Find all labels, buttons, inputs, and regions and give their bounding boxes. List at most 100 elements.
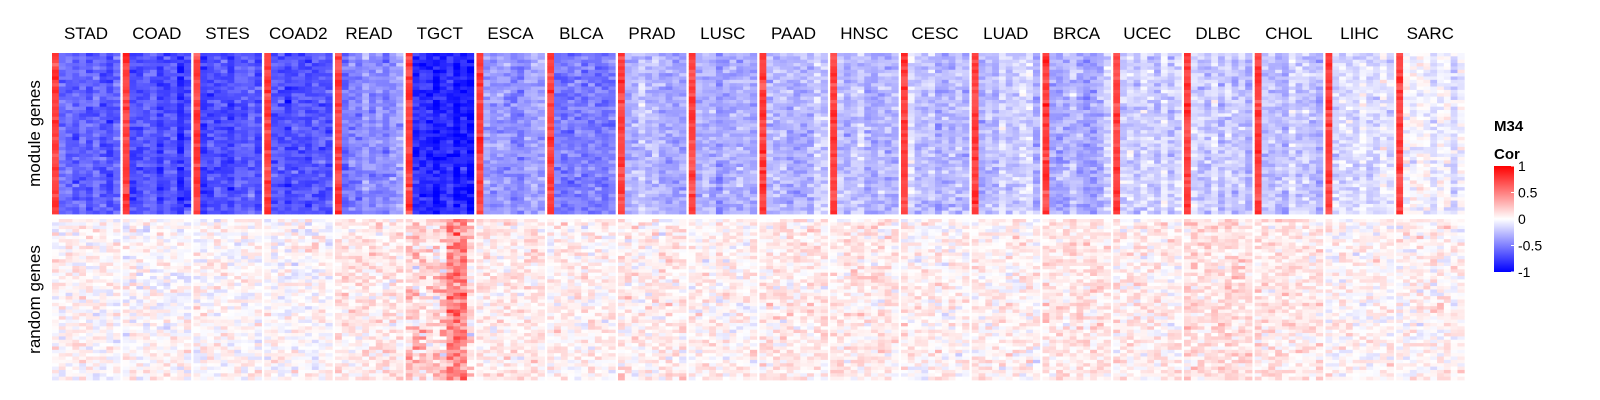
heatmap-cell — [136, 180, 144, 185]
heatmap-cell — [311, 242, 320, 247]
heatmap-cell — [305, 299, 313, 304]
heatmap-cell — [149, 366, 158, 371]
heatmap-cell — [92, 207, 100, 212]
heatmap-cell — [213, 89, 222, 94]
heatmap-cell — [341, 272, 349, 277]
heatmap-cell — [136, 187, 144, 191]
heatmap-cell — [348, 150, 356, 155]
heatmap-cell — [341, 326, 349, 331]
heatmap-cell — [143, 210, 151, 215]
heatmap-cell — [227, 207, 235, 212]
heatmap-cell — [277, 242, 286, 247]
heatmap-cell — [79, 316, 87, 321]
heatmap-cell — [264, 200, 272, 205]
heatmap-cell — [426, 83, 434, 87]
heatmap-cell — [156, 363, 164, 367]
heatmap-cell — [86, 203, 94, 208]
heatmap-cell — [183, 110, 192, 114]
heatmap-cell — [52, 373, 60, 378]
heatmap-cell — [396, 99, 404, 104]
heatmap-cell — [335, 136, 343, 141]
heatmap-cell — [170, 272, 178, 277]
heatmap-cell — [355, 363, 363, 367]
heatmap-cell — [348, 322, 356, 327]
heatmap-cell — [355, 113, 363, 118]
heatmap-cell — [375, 343, 383, 347]
heatmap-cell — [396, 366, 404, 371]
heatmap-cell — [106, 136, 114, 141]
heatmap-cell — [291, 366, 299, 371]
heatmap-cell — [52, 262, 60, 267]
heatmap-cell — [163, 259, 171, 263]
heatmap-cell — [143, 126, 151, 131]
heatmap-cell — [325, 319, 333, 324]
heatmap-cell — [79, 79, 87, 84]
heatmap-cell — [271, 272, 279, 277]
heatmap-cell — [355, 259, 363, 263]
heatmap-cell — [52, 113, 60, 118]
heatmap-cell — [348, 116, 356, 121]
heatmap-cell — [129, 173, 137, 178]
heatmap-cell — [348, 56, 356, 61]
heatmap-cell — [426, 93, 434, 97]
heatmap-cell — [183, 193, 192, 198]
heatmap-cell — [318, 239, 326, 243]
heatmap-cell — [92, 239, 100, 243]
heatmap-cell — [318, 83, 326, 87]
heatmap-cell — [348, 190, 356, 195]
heatmap-cell — [213, 207, 222, 212]
heatmap-cell — [163, 346, 171, 351]
heatmap-cell — [65, 116, 73, 121]
heatmap-cell — [163, 79, 171, 84]
heatmap-cell — [369, 279, 377, 284]
heatmap-cell — [143, 306, 151, 310]
heatmap-cell — [99, 269, 107, 274]
heatmap-cell — [143, 276, 151, 280]
heatmap-cell — [86, 140, 94, 144]
heatmap-cell — [254, 120, 262, 124]
heatmap-cell — [113, 276, 121, 280]
heatmap-cell — [149, 316, 158, 321]
heatmap-cell — [375, 63, 383, 67]
heatmap-cell — [341, 66, 349, 71]
heatmap-cell — [129, 346, 137, 351]
heatmap-cell — [65, 363, 73, 367]
heatmap-cell — [369, 130, 377, 134]
heatmap-cell — [305, 110, 313, 114]
heatmap-cell — [92, 269, 100, 274]
heatmap-cell — [271, 259, 279, 263]
heatmap-cell — [170, 255, 178, 260]
heatmap-cell — [466, 66, 475, 71]
heatmap-cell — [113, 222, 121, 227]
heatmap-cell — [99, 160, 107, 165]
heatmap-cell — [389, 150, 397, 155]
heatmap-cell — [426, 69, 434, 74]
heatmap-cell — [183, 177, 192, 181]
heatmap-cell — [106, 173, 114, 178]
heatmap-cell — [396, 286, 404, 290]
heatmap-cell — [460, 103, 468, 108]
heatmap-cell — [92, 302, 100, 307]
heatmap-cell — [382, 289, 390, 294]
heatmap-cell — [341, 86, 349, 91]
heatmap-cell — [382, 292, 390, 297]
heatmap-cell — [254, 255, 262, 260]
heatmap-cell — [348, 106, 356, 111]
heatmap-cell — [58, 265, 66, 270]
heatmap-cell — [277, 113, 286, 118]
heatmap-cell — [193, 245, 201, 250]
heatmap-cell — [143, 252, 151, 257]
heatmap-cell — [213, 349, 222, 354]
heatmap-cell — [227, 356, 235, 361]
heatmap-cell — [453, 59, 461, 64]
heatmap-cell — [277, 183, 286, 188]
heatmap-cell — [193, 163, 201, 168]
heatmap-cell — [156, 106, 164, 111]
heatmap-cell — [163, 63, 171, 67]
heatmap-cell — [227, 282, 235, 287]
heatmap-cell — [335, 312, 343, 317]
heatmap-cell — [369, 309, 377, 314]
heatmap-cell — [318, 140, 326, 144]
heatmap-cell — [86, 299, 94, 304]
heatmap-cell — [106, 113, 114, 118]
